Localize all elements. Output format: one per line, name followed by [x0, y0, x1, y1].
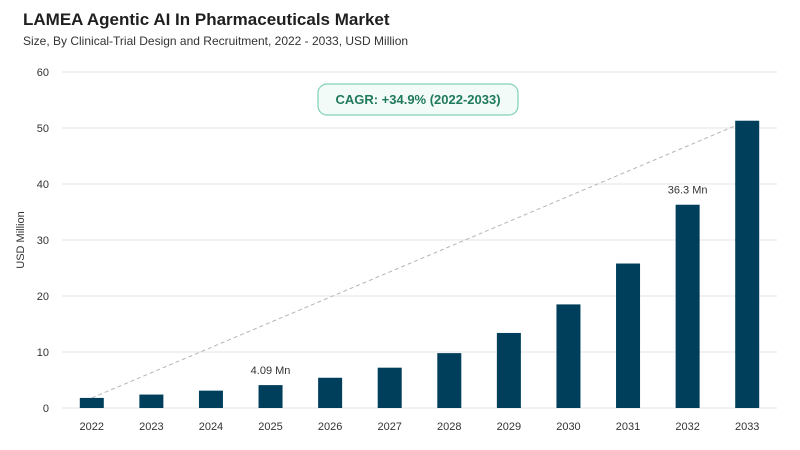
chart-title: LAMEA Agentic AI In Pharmaceuticals Mark… — [23, 10, 390, 29]
bar-2032 — [675, 204, 700, 408]
y-tick-label: 50 — [37, 123, 49, 135]
bars — [79, 120, 760, 408]
y-tick-label: 30 — [37, 235, 49, 247]
data-labels: 4.09 Mn 36.3 Mn — [251, 185, 708, 377]
y-axis-title: USD Million — [15, 211, 27, 268]
x-tick-label: 2022 — [80, 421, 104, 433]
bar-2027 — [377, 367, 402, 408]
y-tick-label: 40 — [37, 179, 49, 191]
gridlines — [62, 71, 777, 409]
x-tick-label: 2025 — [258, 421, 282, 433]
x-tick-label: 2024 — [199, 421, 223, 433]
bar-2030 — [556, 304, 581, 408]
cagr-badge-box — [317, 83, 519, 116]
bar-2025 — [258, 385, 283, 408]
chart-subtitle: Size, By Clinical-Trial Design and Recru… — [23, 34, 409, 48]
bar-2022 — [79, 397, 104, 408]
y-tick-label: 10 — [37, 347, 49, 359]
trend-line — [91, 120, 748, 399]
data-label: 36.3 Mn — [668, 185, 708, 197]
y-axis-ticks: 0 10 20 30 40 50 60 — [37, 67, 49, 415]
x-axis-ticks: 2022 2023 2024 2025 2026 2027 2028 2029 2030 2031… — [80, 421, 760, 433]
y-tick-label: 0 — [43, 403, 49, 415]
bar-2029 — [496, 332, 521, 408]
data-label: 4.09 Mn — [251, 365, 291, 377]
x-tick-label: 2027 — [377, 421, 401, 433]
x-tick-label: 2026 — [318, 421, 342, 433]
x-tick-label: 2030 — [556, 421, 580, 433]
y-tick-label: 20 — [37, 291, 49, 303]
bar-2024 — [198, 390, 223, 408]
cagr-badge-text: CAGR: +34.9% (2022-2033) — [335, 92, 500, 107]
trend-line-path — [91, 120, 748, 399]
x-tick-label: 2033 — [735, 421, 759, 433]
x-tick-label: 2028 — [437, 421, 461, 433]
bar-2026 — [318, 377, 343, 408]
bar-2033 — [735, 120, 760, 408]
bar-2031 — [616, 263, 641, 408]
bar-2023 — [139, 394, 164, 408]
cagr-badge: CAGR: +34.9% (2022-2033) — [317, 83, 519, 116]
bar-2028 — [437, 353, 462, 408]
x-tick-label: 2023 — [139, 421, 163, 433]
y-tick-label: 60 — [37, 67, 49, 79]
x-tick-label: 2031 — [616, 421, 640, 433]
x-tick-label: 2029 — [497, 421, 521, 433]
x-tick-label: 2032 — [675, 421, 699, 433]
